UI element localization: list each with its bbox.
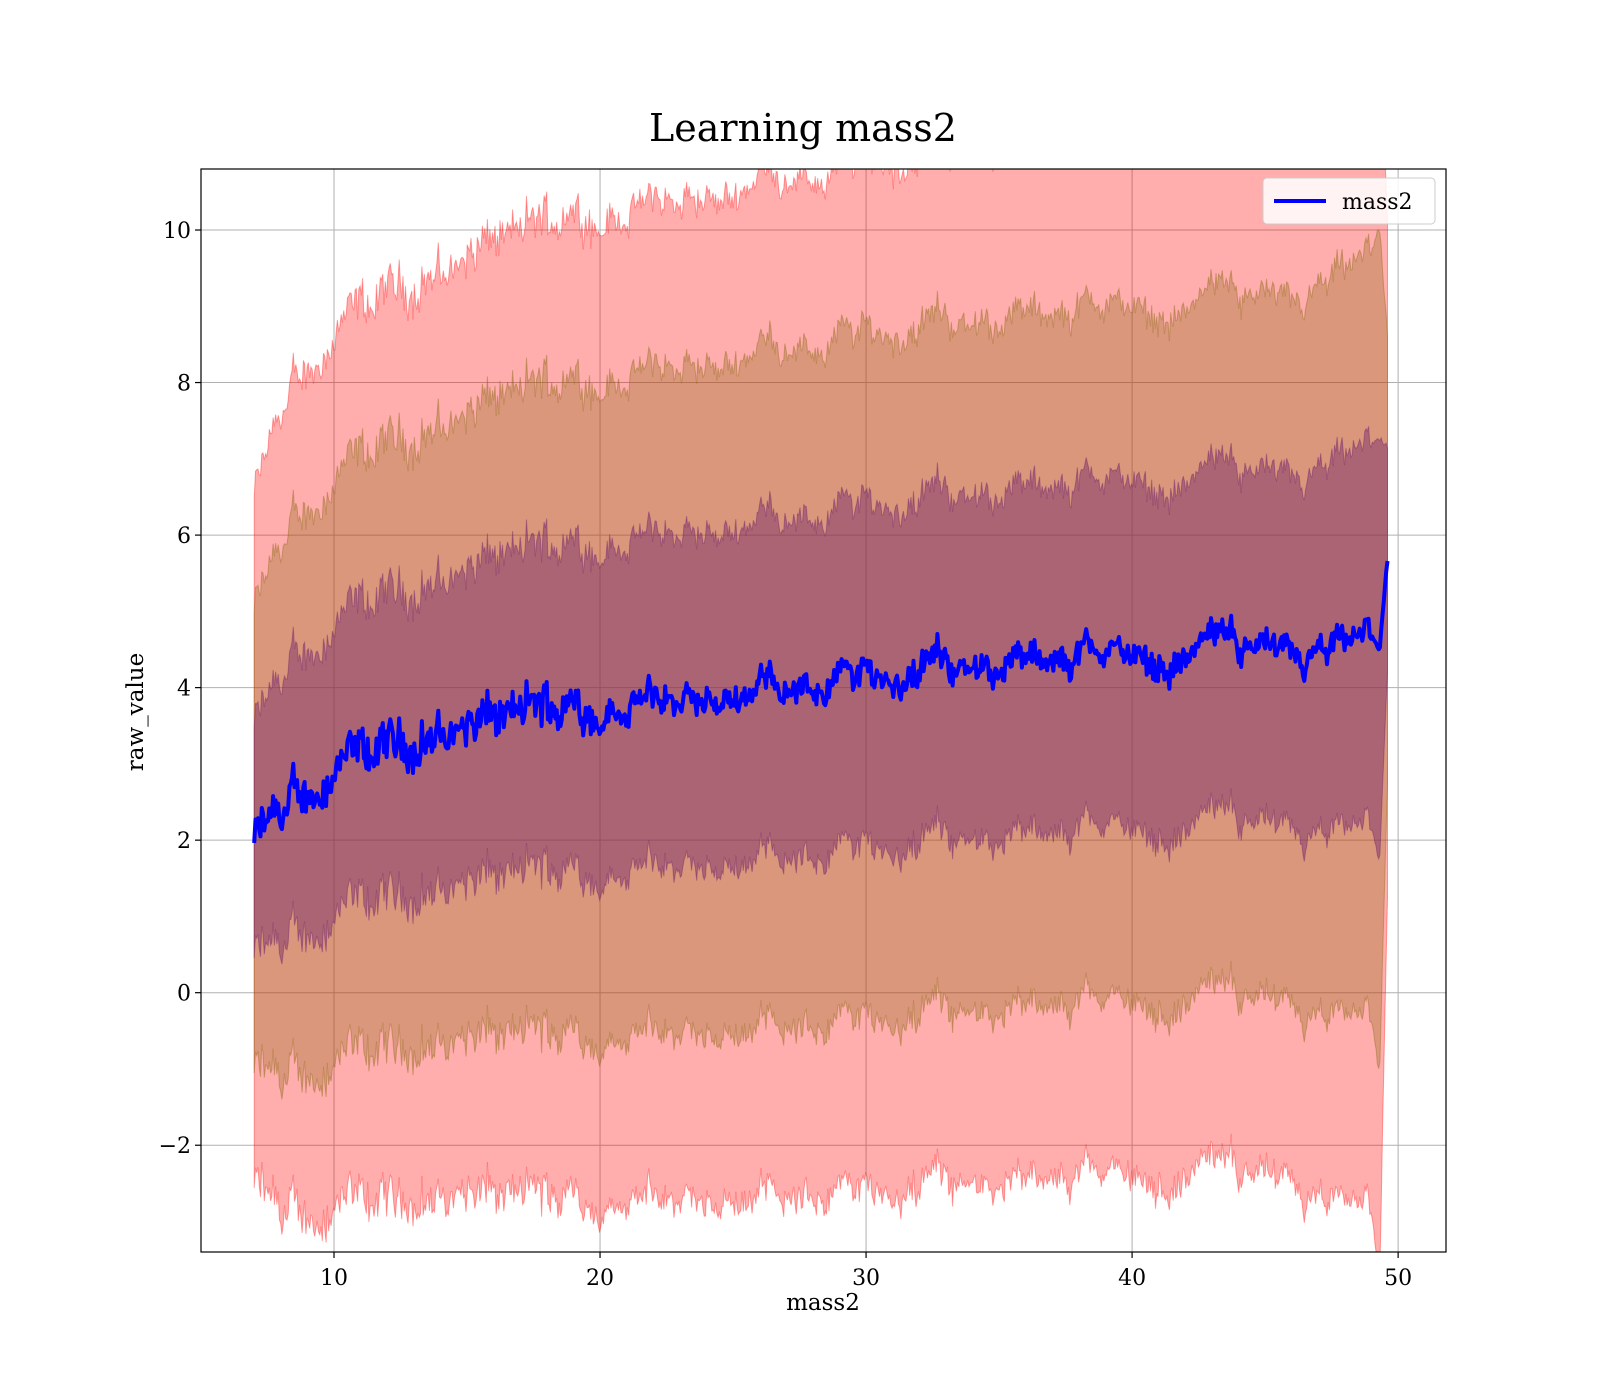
series xyxy=(252,560,1390,844)
x-axis-label: mass2 xyxy=(786,1290,860,1316)
plot-frame xyxy=(200,168,1447,1253)
y-tick-label: 0 xyxy=(177,982,191,1007)
legend: mass2 xyxy=(1262,177,1436,225)
x-axis-ticks: 10 20 30 40 50 xyxy=(320,1252,1412,1291)
confidence-bands xyxy=(253,169,1388,1252)
y-tick-label: 6 xyxy=(177,524,191,549)
y-tick-label: 8 xyxy=(177,372,191,397)
legend-box xyxy=(1262,177,1436,225)
band-2-sigma xyxy=(253,229,1388,1100)
y-tick-label: 2 xyxy=(177,829,191,854)
y-tick-label: −2 xyxy=(159,1134,191,1159)
y-axis-label: raw_value xyxy=(123,653,149,771)
chart-title: Learning mass2 xyxy=(649,106,957,150)
x-tick-label: 30 xyxy=(852,1266,880,1291)
x-tick-label: 20 xyxy=(586,1266,614,1291)
x-tick-label: 10 xyxy=(320,1266,348,1291)
legend-label-mass2: mass2 xyxy=(1342,190,1413,215)
x-tick-label: 40 xyxy=(1118,1266,1146,1291)
grid xyxy=(201,169,1446,1252)
x-tick-label: 50 xyxy=(1384,1266,1412,1291)
y-axis-ticks: −2 0 2 4 6 8 10 xyxy=(159,219,201,1159)
series-line-mass2 xyxy=(252,560,1390,844)
y-tick-label: 10 xyxy=(163,219,191,244)
y-tick-label: 4 xyxy=(177,677,191,702)
band-3-sigma xyxy=(253,169,1388,1252)
